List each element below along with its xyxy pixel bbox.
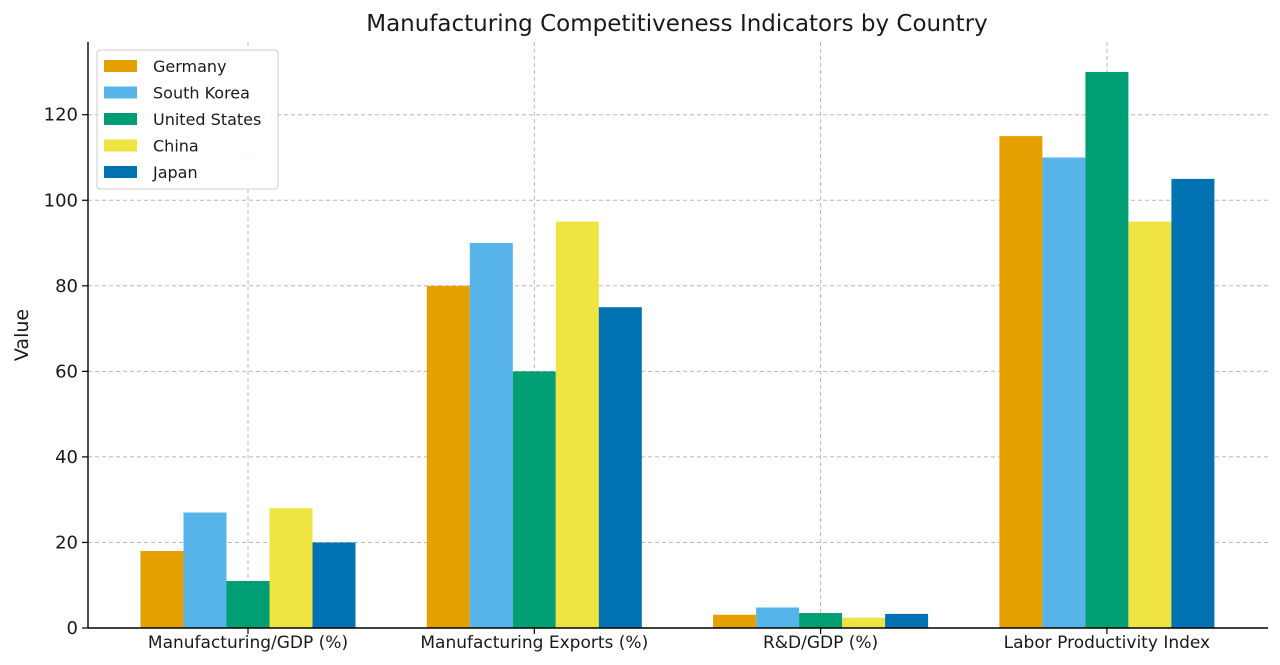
y-tick-label: 120 <box>44 105 78 126</box>
x-tick-label: R&D/GDP (%) <box>763 633 878 653</box>
legend-items: Germany South Korea United States China Japa… <box>104 57 261 182</box>
y-tick-label: 60 <box>55 361 78 382</box>
y-tick-label: 80 <box>55 276 78 297</box>
bar-germany <box>140 551 184 628</box>
bar-japan <box>312 542 356 628</box>
legend-label: South Korea <box>153 84 250 103</box>
chart-title: Manufacturing Competitiveness Indicators… <box>366 11 988 37</box>
bar-united-states <box>1085 71 1129 629</box>
bar-south-korea <box>469 243 513 628</box>
bar-germany <box>426 285 470 628</box>
y-axis-label: Value <box>11 309 33 361</box>
bar-japan <box>885 613 929 628</box>
legend-swatch <box>104 60 137 72</box>
y-axis-ticks: 0 20 40 60 80 100 120 <box>44 105 88 639</box>
bar-germany <box>713 614 757 628</box>
bar-united-states <box>512 371 556 628</box>
legend-frame <box>96 49 279 190</box>
legend-label: Germany <box>153 57 227 76</box>
bar-south-korea <box>183 512 227 628</box>
bar-china <box>1128 221 1172 628</box>
bar-japan <box>598 307 642 628</box>
bar-united-states <box>799 613 843 628</box>
bar-south-korea <box>756 607 800 628</box>
bar-japan <box>1171 178 1215 628</box>
bar-china <box>269 508 313 628</box>
legend-swatch <box>104 166 137 178</box>
legend-swatch <box>104 86 137 99</box>
legend-label: China <box>153 137 199 156</box>
legend-label: United States <box>153 110 261 129</box>
bar-china <box>555 221 599 628</box>
x-axis-ticks: Manufacturing/GDP (%) Manufacturing Expor… <box>148 628 1210 653</box>
bar-united-states <box>226 580 270 628</box>
y-tick-label: 20 <box>55 532 78 553</box>
bar-south-korea <box>1042 157 1086 628</box>
x-tick-label: Manufacturing Exports (%) <box>420 633 648 653</box>
legend: Germany South Korea United States China Japa… <box>96 49 279 190</box>
legend-swatch <box>104 113 137 125</box>
y-tick-label: 40 <box>55 447 78 468</box>
bar-germany <box>999 136 1043 629</box>
x-tick-label: Labor Productivity Index <box>1004 633 1210 653</box>
x-tick-label: Manufacturing/GDP (%) <box>148 633 348 653</box>
bars <box>140 71 1215 629</box>
bar-china <box>842 617 886 628</box>
y-tick-label: 0 <box>67 618 78 639</box>
y-tick-label: 100 <box>44 190 78 211</box>
legend-swatch <box>104 139 137 152</box>
legend-label: Japan <box>152 163 198 182</box>
